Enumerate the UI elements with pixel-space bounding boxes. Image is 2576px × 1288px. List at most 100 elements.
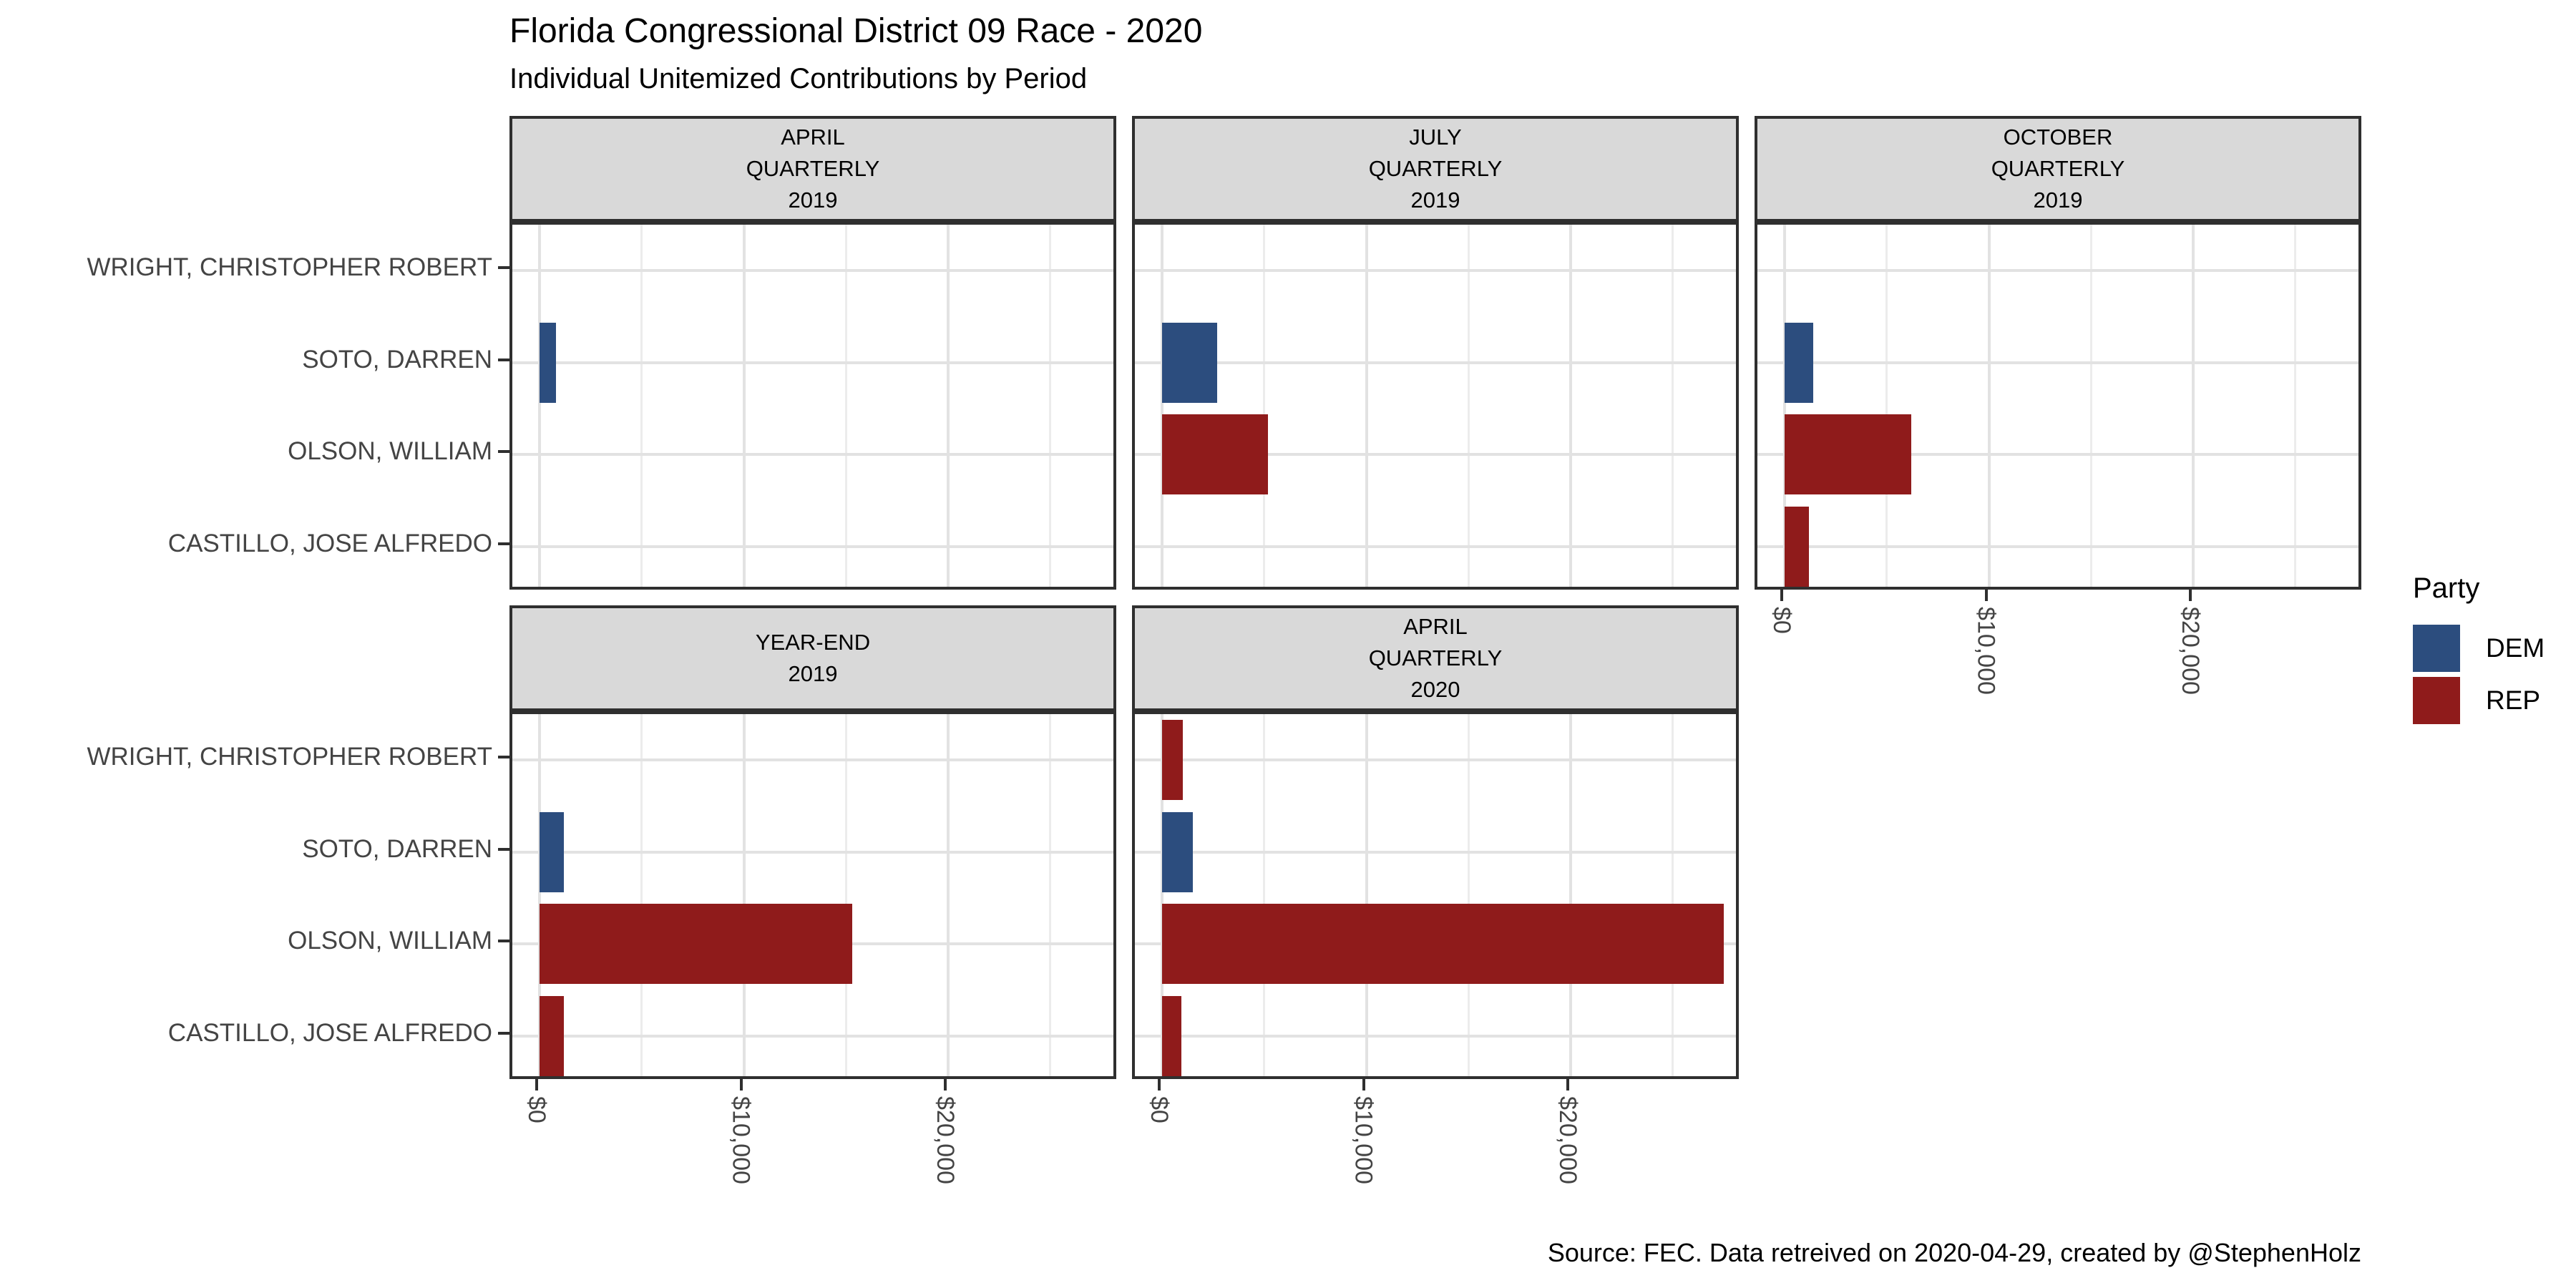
- x-tick-label: $0: [1768, 607, 1795, 634]
- gridline-category: [1135, 361, 1736, 364]
- facet-panel-april-quarterly-2020: [1132, 711, 1739, 1079]
- x-tick-mark: [1158, 1079, 1161, 1091]
- bar-castillo-rep: [540, 995, 565, 1076]
- legend-item-rep: REP: [2413, 677, 2545, 724]
- bar-olson-rep: [1785, 414, 1911, 495]
- y-tick-mark: [498, 266, 509, 270]
- facet-strip-label: YEAR-END: [755, 630, 871, 655]
- facet-panel-july-quarterly-2019: [1132, 222, 1739, 590]
- y-axis-label: SOTO, DARREN: [302, 834, 492, 863]
- gridline-major: [1783, 225, 1786, 587]
- gridline-minor: [1263, 714, 1266, 1076]
- bar-soto-dem: [540, 322, 556, 403]
- gridline-major: [1161, 225, 1163, 587]
- legend-title: Party: [2413, 572, 2480, 604]
- bar-olson-rep: [1162, 414, 1269, 495]
- x-tick-label: $20,000: [2177, 607, 2204, 695]
- bar-soto-dem: [540, 811, 565, 892]
- gridline-category: [1135, 269, 1736, 273]
- bar-castillo-rep: [1785, 506, 1810, 587]
- facet-strip-label: JULY: [1409, 125, 1462, 150]
- gridline-category: [1135, 850, 1736, 854]
- gridline-category: [1135, 1034, 1736, 1038]
- bar-soto-dem: [1162, 322, 1218, 403]
- legend-label: REP: [2486, 686, 2541, 715]
- legend: Party DEM REP: [2413, 572, 2545, 729]
- gridline-category: [1135, 453, 1736, 457]
- gridline-category: [1135, 758, 1736, 762]
- bar-olson-rep: [540, 904, 852, 985]
- gridline-minor: [1885, 225, 1888, 587]
- y-tick-mark: [498, 1031, 509, 1035]
- bar-soto-dem: [1785, 322, 1813, 403]
- gridline-minor: [640, 225, 643, 587]
- facet-strip-label: OCTOBER: [2003, 125, 2113, 150]
- gridline-minor: [640, 714, 643, 1076]
- gridline-minor: [1049, 714, 1052, 1076]
- gridline-category: [512, 850, 1113, 854]
- facet-strip-label: 2019: [2033, 187, 2083, 213]
- facet-strip-label: 2019: [788, 187, 838, 213]
- x-tick-mark: [1362, 1079, 1365, 1091]
- facet-strip-label: QUARTERLY: [1991, 156, 2125, 181]
- y-tick-mark: [498, 940, 509, 943]
- x-tick-mark: [944, 1079, 947, 1091]
- gridline-minor: [1467, 714, 1470, 1076]
- x-tick-mark: [1984, 590, 1988, 601]
- y-axis-label: CASTILLO, JOSE ALFREDO: [167, 1018, 492, 1047]
- facet-strip-label: QUARTERLY: [1368, 645, 1503, 670]
- facet-strip-label: QUARTERLY: [1368, 156, 1503, 181]
- gridline-minor: [1263, 225, 1266, 587]
- gridline-category: [1757, 545, 2358, 548]
- gridline-major: [1987, 225, 1991, 587]
- gridline-major: [1569, 225, 1572, 587]
- y-tick-mark: [498, 756, 509, 759]
- y-axis-label: OLSON, WILLIAM: [288, 437, 492, 466]
- x-tick-label: $10,000: [727, 1096, 755, 1184]
- gridline-minor: [844, 714, 847, 1076]
- facet-panel-april-quarterly-2019: [509, 222, 1116, 590]
- gridline-minor: [1049, 225, 1052, 587]
- facet-strip-april-quarterly-2020: APRIL QUARTERLY 2020: [1132, 605, 1739, 711]
- y-tick-mark: [498, 358, 509, 361]
- gridline-major: [1365, 714, 1368, 1076]
- gridline-minor: [1672, 714, 1674, 1076]
- facet-strip-label: 2019: [1410, 187, 1460, 213]
- x-tick-mark: [535, 1079, 538, 1091]
- gridline-major: [538, 225, 541, 587]
- legend-label: DEM: [2486, 633, 2545, 663]
- gridline-category: [1757, 269, 2358, 273]
- gridline-major: [1569, 714, 1572, 1076]
- gridline-category: [512, 361, 1113, 364]
- gridline-category: [512, 453, 1113, 457]
- facet-strip-october-quarterly-2019: OCTOBER QUARTERLY 2019: [1755, 116, 2361, 222]
- facet-strip-label: 2020: [1410, 677, 1460, 702]
- x-tick-label: $0: [1146, 1096, 1173, 1123]
- gridline-category: [1757, 361, 2358, 364]
- facet-panel-year-end-2019: [509, 711, 1116, 1079]
- y-axis-label: WRIGHT, CHRISTOPHER ROBERT: [87, 253, 492, 282]
- y-tick-mark: [498, 542, 509, 545]
- facet-strip-july-quarterly-2019: JULY QUARTERLY 2019: [1132, 116, 1739, 222]
- x-tick-mark: [1566, 1079, 1569, 1091]
- gridline-category: [1757, 453, 2358, 457]
- facet-strip-label: 2019: [788, 661, 838, 686]
- gridline-minor: [844, 225, 847, 587]
- y-axis-label: WRIGHT, CHRISTOPHER ROBERT: [87, 743, 492, 771]
- gridline-minor: [2294, 225, 2297, 587]
- legend-swatch-dem: [2413, 625, 2460, 672]
- x-tick-label: $20,000: [932, 1096, 959, 1184]
- legend-item-dem: DEM: [2413, 625, 2545, 672]
- gridline-minor: [2089, 225, 2092, 587]
- y-axis-label: OLSON, WILLIAM: [288, 927, 492, 955]
- gridline-category: [512, 758, 1113, 762]
- x-tick-label: $20,000: [1554, 1096, 1581, 1184]
- legend-swatch-rep: [2413, 677, 2460, 724]
- gridline-major: [538, 714, 541, 1076]
- x-tick-label: $10,000: [1350, 1096, 1377, 1184]
- x-tick-label: $0: [523, 1096, 550, 1123]
- gridline-minor: [1467, 225, 1470, 587]
- gridline-major: [742, 714, 746, 1076]
- x-tick-mark: [739, 1079, 743, 1091]
